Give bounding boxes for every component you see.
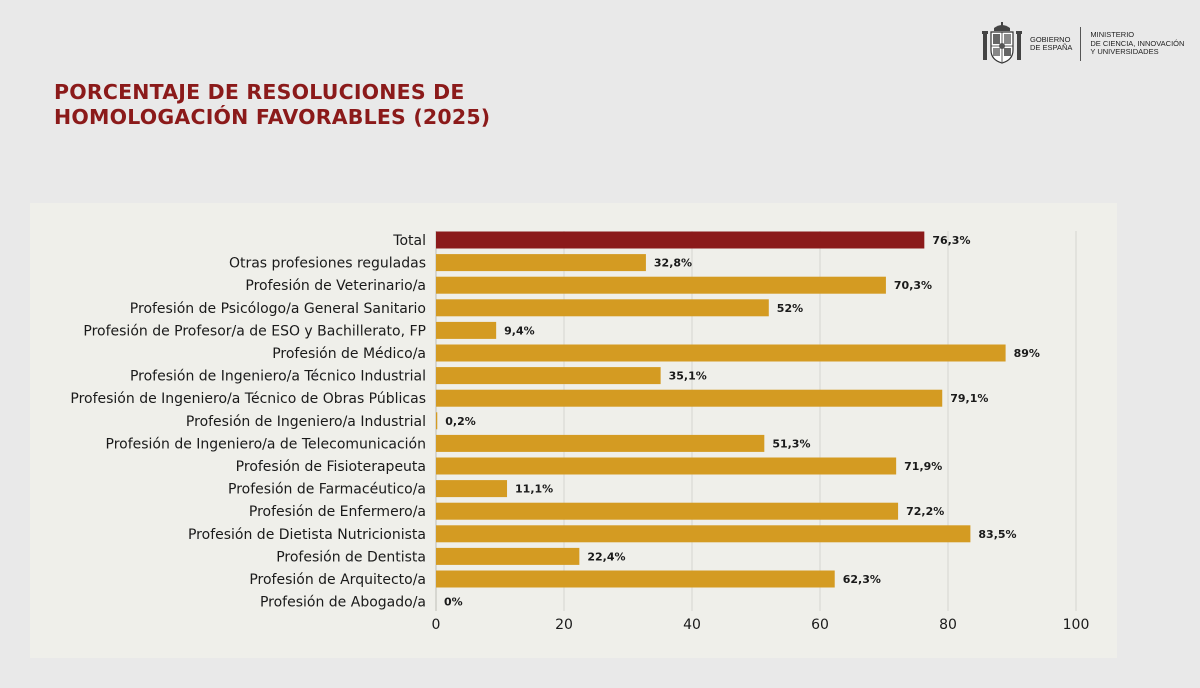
data-label: 79,1% <box>950 392 988 405</box>
bar <box>436 570 835 588</box>
data-label: 70,3% <box>894 279 932 292</box>
category-label: Profesión de Médico/a <box>272 346 426 362</box>
government-text: Gobierno de España <box>1030 34 1073 53</box>
bar <box>436 502 899 520</box>
category-label: Profesión de Arquitecto/a <box>249 572 426 588</box>
bar <box>436 480 508 498</box>
bar <box>436 321 497 339</box>
x-tick-label: 20 <box>555 617 573 633</box>
gov-line2: de España <box>1030 43 1073 52</box>
category-label: Profesión de Dentista <box>276 549 426 565</box>
category-label: Profesión de Ingeniero/a Técnico Industr… <box>130 369 426 385</box>
bar <box>436 547 580 565</box>
x-tick-label: 80 <box>939 617 957 633</box>
data-label: 0% <box>444 596 463 609</box>
data-label: 0,2% <box>445 415 476 428</box>
data-label: 52% <box>777 302 803 315</box>
category-label: Profesión de Enfermero/a <box>249 504 426 520</box>
ministry-line3: y Universidades <box>1090 47 1159 57</box>
data-label: 22,4% <box>587 550 625 563</box>
data-label: 89% <box>1014 347 1040 360</box>
x-tick-label: 0 <box>432 617 441 633</box>
bar <box>436 344 1006 362</box>
category-label: Profesión de Psicólogo/a General Sanitar… <box>130 301 426 317</box>
chart-panel: 0 20 40 60 80 100 Total 76,3% Otras profesiones … <box>30 203 1117 658</box>
category-label: Profesión de Ingeniero/a de Telecomunica… <box>106 436 427 452</box>
government-logo: Gobierno de España Ministerio de Ciencia… <box>982 22 1187 66</box>
category-label: Profesión de Farmacéutico/a <box>228 482 426 498</box>
data-label: 83,5% <box>978 528 1016 541</box>
bar <box>436 299 769 317</box>
gov-line1: Gobierno <box>1030 34 1071 44</box>
ministry-line1: Ministerio <box>1090 30 1135 40</box>
bar <box>436 367 661 385</box>
bar <box>436 276 886 294</box>
category-label: Profesión de Profesor/a de ESO y Bachill… <box>83 323 426 339</box>
category-label: Profesión de Veterinario/a <box>245 278 426 294</box>
data-label: 9,4% <box>504 324 535 337</box>
ministry-line2: de Ciencia, Innovación <box>1090 38 1185 48</box>
chart-title-line2: HOMOLOGACIÓN FAVORABLES (2025) <box>54 105 491 129</box>
data-label: 72,2% <box>906 505 944 518</box>
bar <box>436 254 646 272</box>
spain-coat-of-arms-icon <box>982 22 1022 64</box>
data-label: 11,1% <box>515 483 553 496</box>
category-label: Profesión de Ingeniero/a Técnico de Obra… <box>70 391 426 407</box>
category-label: Otras profesiones reguladas <box>229 256 426 272</box>
x-tick-label: 100 <box>1063 617 1090 633</box>
data-label: 62,3% <box>843 573 881 586</box>
logo-divider <box>1080 27 1082 61</box>
data-label: 76,3% <box>932 234 970 247</box>
category-label: Profesión de Fisioterapeuta <box>236 459 426 475</box>
bar <box>436 525 971 543</box>
data-label: 35,1% <box>669 370 707 383</box>
bar <box>436 412 438 430</box>
category-label: Total <box>392 233 426 249</box>
chart-title: PORCENTAJE DE RESOLUCIONES DE HOMOLOGACI… <box>54 80 490 130</box>
category-label: Profesión de Ingeniero/a Industrial <box>186 414 426 430</box>
x-tick-label: 60 <box>811 617 829 633</box>
category-label: Profesión de Dietista Nutricionista <box>188 527 426 543</box>
chart-title-line1: PORCENTAJE DE RESOLUCIONES DE <box>54 80 465 104</box>
data-label: 51,3% <box>772 437 810 450</box>
data-label: 32,8% <box>654 257 692 270</box>
bar <box>436 457 897 475</box>
bar <box>436 434 765 452</box>
bar <box>436 389 943 407</box>
bar-chart: 0 20 40 60 80 100 Total 76,3% Otras profesiones … <box>70 231 1090 633</box>
bar <box>436 231 925 249</box>
category-label: Profesión de Abogado/a <box>260 595 426 611</box>
data-label: 71,9% <box>904 460 942 473</box>
ministry-text: Ministerio de Ciencia, Innovación y Univ… <box>1090 31 1184 57</box>
x-tick-label: 40 <box>683 617 701 633</box>
